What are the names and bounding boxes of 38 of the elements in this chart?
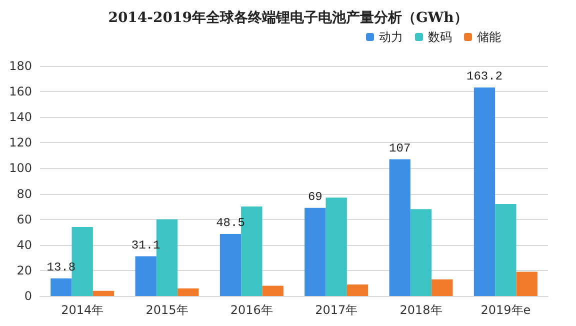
legend-label: 储能 (477, 30, 501, 44)
bar (304, 208, 326, 296)
x-tick-label: 2015年 (146, 303, 188, 317)
data-label: 163.2 (466, 69, 503, 84)
bar (220, 234, 242, 296)
y-tick-label: 60 (16, 212, 32, 226)
y-tick-label: 40 (16, 238, 32, 252)
bar (92, 290, 114, 296)
y-tick-label: 160 (9, 84, 32, 99)
legend-label: 动力 (379, 30, 403, 44)
bar (389, 159, 410, 296)
x-tick-label: 2018年 (400, 303, 442, 317)
bar (474, 87, 496, 296)
y-tick-label: 0 (24, 289, 32, 303)
y-tick-label: 100 (9, 161, 32, 176)
bar (346, 284, 368, 296)
bar (262, 286, 284, 296)
y-tick-label: 20 (16, 263, 32, 278)
y-tick-label: 120 (9, 136, 32, 150)
x-tick-label: 2014年 (61, 303, 104, 317)
bar (178, 288, 199, 296)
x-tick-label: 2016年 (230, 303, 273, 317)
bar (410, 209, 432, 296)
data-label: 69 (308, 190, 322, 204)
bar (326, 198, 347, 296)
bar (495, 204, 516, 296)
bar (50, 278, 72, 296)
x-tick-label: 2019年e (480, 303, 531, 317)
bar (516, 272, 538, 296)
chart-title: 2014-2019年全球各终端锂电子电池产量分析（GWh） (108, 9, 468, 26)
y-tick-label: 80 (16, 186, 32, 201)
bar (135, 256, 156, 296)
y-tick-label: 180 (9, 59, 32, 73)
y-tick-label: 140 (9, 110, 32, 124)
bar (432, 279, 453, 296)
x-tick-label: 2017年 (315, 303, 358, 317)
legend-label: 数码 (428, 30, 452, 44)
data-label: 107 (389, 141, 411, 156)
